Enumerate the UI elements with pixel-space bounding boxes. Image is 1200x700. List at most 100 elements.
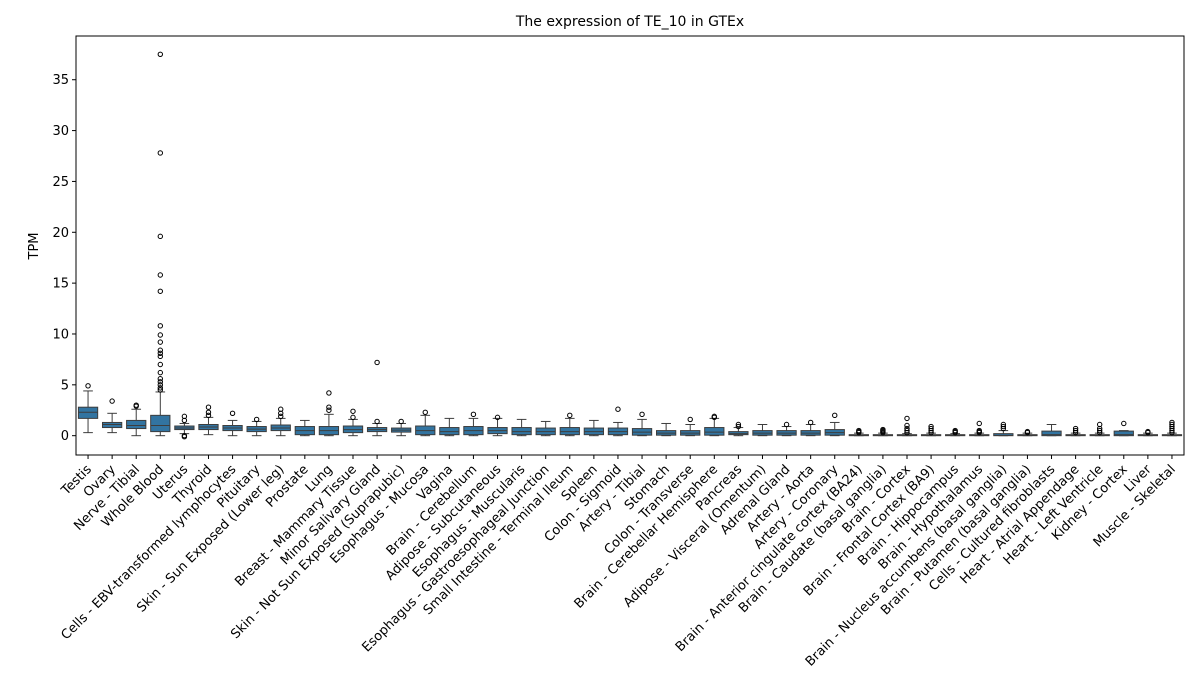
box-36 xyxy=(945,427,966,437)
outlier-point xyxy=(904,422,910,429)
outlier-point xyxy=(205,412,212,419)
outlier-point xyxy=(133,402,139,408)
outlier-point xyxy=(1121,420,1127,427)
box-2 xyxy=(126,402,147,437)
iqr-box xyxy=(101,421,123,429)
box-15 xyxy=(439,417,460,437)
y-tick-label: 5 xyxy=(61,378,69,393)
outlier-point xyxy=(157,361,164,368)
outlier-point xyxy=(832,412,838,419)
outlier-point xyxy=(735,423,742,430)
box-0 xyxy=(77,383,99,434)
box-40 xyxy=(1041,423,1062,437)
iqr-box xyxy=(1041,430,1062,437)
chart-title: The expression of TE_10 in GTEx xyxy=(515,14,744,30)
outlier-point xyxy=(976,427,982,434)
box-5 xyxy=(198,404,219,436)
y-tick-label: 20 xyxy=(52,226,69,241)
box-19 xyxy=(535,420,556,437)
outlier-point xyxy=(1072,427,1079,434)
box-32 xyxy=(848,427,869,437)
box-4 xyxy=(174,413,195,440)
outlier-point xyxy=(398,418,404,425)
outlier-point xyxy=(567,412,573,419)
box-21 xyxy=(583,419,605,437)
box-31 xyxy=(824,412,845,437)
outlier-point xyxy=(326,407,332,413)
outlier-point xyxy=(157,376,164,382)
y-tick-label: 25 xyxy=(52,175,69,190)
outlier-point xyxy=(807,419,814,426)
outlier-point xyxy=(952,427,958,434)
iqr-box xyxy=(77,406,99,419)
outlier-point xyxy=(687,416,693,423)
box-22 xyxy=(607,406,629,437)
outlier-point xyxy=(1000,423,1007,430)
iqr-box xyxy=(704,427,725,436)
box-42 xyxy=(1089,421,1110,437)
box-25 xyxy=(680,416,701,437)
box-13 xyxy=(391,418,412,437)
box-7 xyxy=(246,416,267,437)
outlier-point xyxy=(615,406,621,412)
outlier-point xyxy=(1072,425,1079,432)
outlier-point xyxy=(1096,427,1103,434)
outlier-point xyxy=(904,427,910,434)
outlier-point xyxy=(880,426,886,433)
box-34 xyxy=(896,415,918,437)
boxes-layer xyxy=(77,51,1183,440)
outlier-point xyxy=(278,413,284,420)
outlier-point xyxy=(928,423,934,430)
box-6 xyxy=(222,410,243,437)
box-37 xyxy=(969,420,990,437)
outlier-point xyxy=(157,272,164,278)
outlier-point xyxy=(639,411,645,418)
outlier-point xyxy=(1096,421,1103,428)
y-tick-label: 30 xyxy=(52,124,69,139)
box-43 xyxy=(1113,420,1134,437)
outlier-point xyxy=(928,425,934,432)
outlier-point xyxy=(1024,428,1031,435)
outlier-point xyxy=(1169,421,1175,428)
outlier-point xyxy=(157,51,164,58)
outlier-point xyxy=(494,414,501,421)
box-29 xyxy=(776,421,797,437)
outlier-point xyxy=(856,427,862,434)
outlier-point xyxy=(157,339,164,345)
box-8 xyxy=(270,406,291,437)
iqr-box xyxy=(439,427,460,436)
outlier-point xyxy=(350,408,356,414)
box-11 xyxy=(342,408,364,437)
box-39 xyxy=(1017,428,1038,437)
iqr-box xyxy=(150,414,171,433)
box-12 xyxy=(366,359,388,437)
outlier-point xyxy=(85,383,91,389)
outlier-point xyxy=(157,233,164,240)
box-33 xyxy=(872,426,894,437)
outlier-point xyxy=(157,379,164,385)
outlier-point xyxy=(374,359,380,366)
outlier-point xyxy=(157,382,164,388)
box-24 xyxy=(655,422,677,437)
y-axis-label: TPM xyxy=(27,233,42,261)
outlier-point xyxy=(205,409,212,415)
outlier-point xyxy=(783,421,790,428)
outlier-point xyxy=(326,390,332,396)
outlier-point xyxy=(157,369,164,376)
outlier-point xyxy=(229,410,236,417)
box-45 xyxy=(1161,419,1183,437)
outlier-point xyxy=(181,433,188,440)
outlier-point xyxy=(711,413,718,420)
box-16 xyxy=(463,411,484,437)
outlier-point xyxy=(205,404,212,410)
box-44 xyxy=(1137,428,1159,437)
outlier-point xyxy=(735,421,742,428)
box-3 xyxy=(150,51,171,437)
plot-frame xyxy=(75,35,1185,456)
outlier-point xyxy=(157,332,164,338)
box-38 xyxy=(993,421,1014,437)
box-9 xyxy=(294,419,315,437)
iqr-box xyxy=(559,427,580,436)
